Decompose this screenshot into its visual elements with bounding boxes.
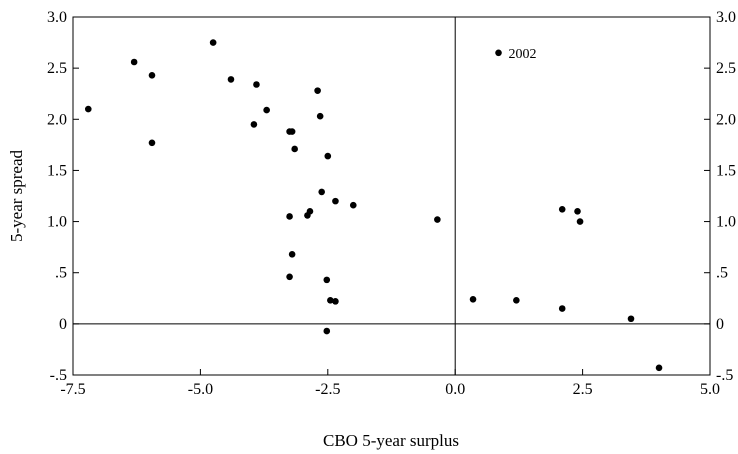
scatter-point — [253, 81, 260, 88]
scatter-point — [263, 106, 270, 114]
scatter-point — [130, 58, 138, 66]
scatter-point — [209, 39, 217, 46]
scatter-point — [558, 305, 566, 312]
y-tick-label-right: 2.5 — [716, 60, 736, 77]
axis-ticks: -7.5 -5.0 -2.5 0.0 2.5 5.0-.5 -.50 0.5.51.0 1.01… — [47, 9, 736, 398]
y-tick-label-right: -.5 — [716, 367, 733, 384]
x-tick-label: -7.5 — [60, 381, 85, 398]
y-tick-label-left: 2.0 — [47, 111, 67, 128]
scatter-point — [318, 188, 325, 196]
y-tick-label-left: 3.0 — [47, 9, 67, 26]
y-tick-label-left: 0 — [59, 316, 67, 333]
scatter-point — [332, 298, 339, 305]
x-tick-label: -5.0 — [188, 381, 213, 398]
scatter-point — [291, 145, 298, 153]
y-tick-label-right: 2.0 — [716, 111, 736, 128]
y-axis-label: 5-year spread — [7, 149, 26, 242]
x-tick-label: 5.0 — [700, 381, 720, 398]
y-tick-label-right: 0 — [716, 316, 724, 333]
scatter-point — [627, 315, 635, 323]
reference-lines — [73, 17, 710, 375]
y-tick-label-left: .5 — [55, 265, 67, 282]
scatter-point — [513, 297, 520, 304]
scatter-point — [286, 273, 293, 281]
data-points — [84, 39, 663, 372]
scatter-point — [314, 87, 321, 94]
scatter-point — [148, 72, 156, 79]
scatter-point — [323, 276, 331, 284]
point-annotation: 2002 — [509, 47, 537, 62]
scatter-point — [250, 121, 258, 128]
x-tick-label: 2.5 — [573, 381, 593, 398]
y-tick-label-right: 1.0 — [716, 214, 736, 231]
scatter-point — [288, 128, 296, 135]
x-axis-label: CBO 5-year surplus — [323, 431, 459, 450]
scatter-point — [288, 251, 296, 258]
scatter-point — [84, 105, 92, 113]
scatter-point — [304, 212, 311, 219]
scatter-point — [469, 296, 477, 303]
y-tick-label-right: 1.5 — [716, 162, 736, 179]
scatter-point — [327, 297, 334, 304]
y-tick-label-left: 1.5 — [47, 162, 67, 179]
scatter-point — [495, 49, 502, 57]
scatter-point — [574, 208, 581, 215]
scatter-point — [558, 205, 566, 213]
scatter-point — [286, 213, 293, 220]
y-tick-label-right: .5 — [716, 265, 728, 282]
scatter-point — [324, 152, 332, 160]
y-tick-label-left: 2.5 — [47, 60, 67, 77]
scatter-point — [323, 327, 331, 335]
x-tick-label: 0.0 — [445, 381, 465, 398]
plot-frame — [72, 16, 711, 376]
scatter-point — [148, 139, 156, 147]
x-tick-label: -2.5 — [315, 381, 340, 398]
scatter-point — [227, 76, 235, 83]
y-tick-label-left: -.5 — [50, 367, 67, 384]
scatter-point — [434, 216, 441, 223]
scatter-point — [576, 218, 584, 225]
annotations: 2002 — [509, 47, 537, 62]
scatter-point — [655, 364, 663, 372]
y-tick-label-right: 3.0 — [716, 9, 736, 26]
scatter-point — [316, 112, 324, 120]
scatter-point — [349, 201, 357, 209]
scatter-point — [332, 197, 339, 205]
y-tick-label-left: 1.0 — [47, 214, 67, 231]
